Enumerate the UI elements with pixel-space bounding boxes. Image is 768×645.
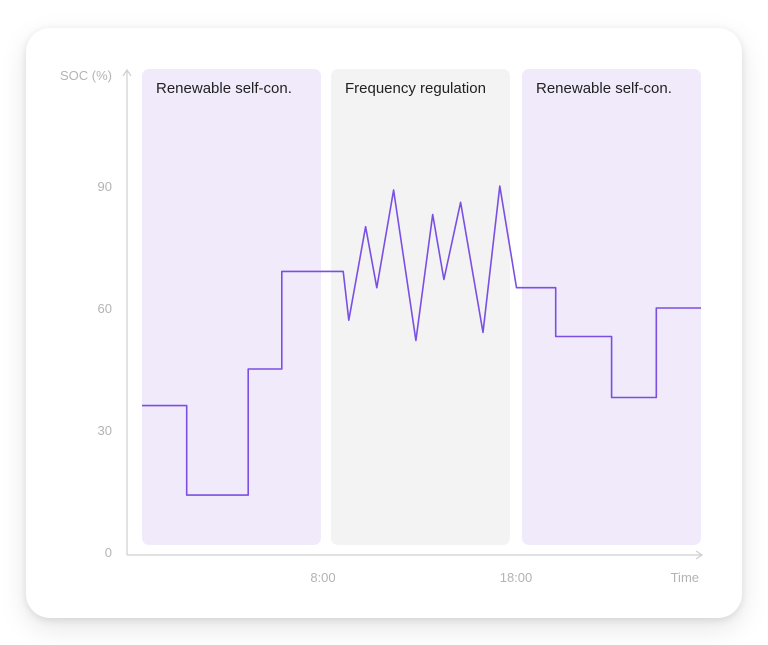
y-tick-60: 60 (98, 301, 112, 316)
axes (122, 68, 704, 560)
y-tick-0: 0 (105, 545, 112, 560)
x-axis-label: Time (671, 570, 699, 585)
y-tick-labels: 0 30 60 90 (98, 179, 112, 560)
region-bands (142, 69, 701, 545)
x-axis-arrow (695, 550, 704, 560)
region-label-2: Frequency regulation (345, 80, 486, 97)
y-tick-30: 30 (98, 423, 112, 438)
region-label-1: Renewable self-con. (156, 80, 292, 97)
y-axis-arrow (122, 68, 132, 77)
x-tick-18-00: 18:00 (500, 570, 533, 585)
y-axis-label: SOC (%) (60, 68, 112, 83)
soc-series-line (142, 185, 701, 496)
y-tick-90: 90 (98, 179, 112, 194)
region-band-3 (522, 69, 701, 545)
region-label-3: Renewable self-con. (536, 80, 672, 97)
region-labels: Renewable self-con. Frequency regulation R… (156, 80, 672, 97)
region-band-1 (142, 69, 321, 545)
x-tick-8-00: 8:00 (310, 570, 335, 585)
x-tick-labels: 8:00 18:00 (310, 570, 532, 585)
